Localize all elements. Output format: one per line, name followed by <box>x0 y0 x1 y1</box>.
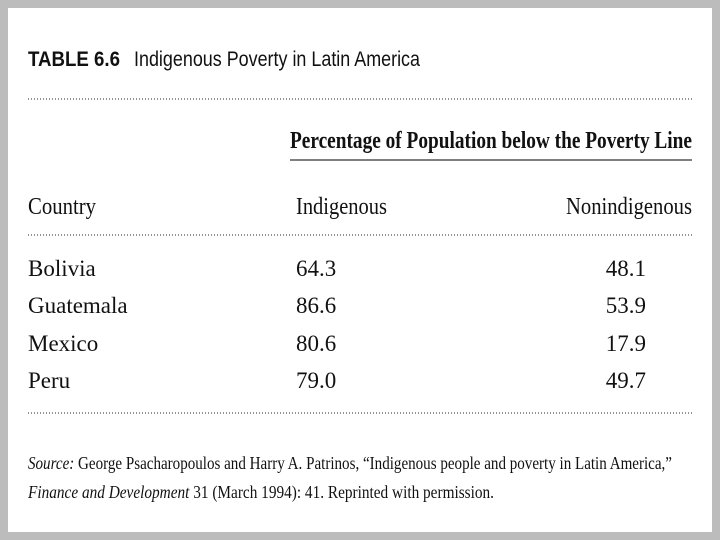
country-cell: Bolivia <box>28 256 96 281</box>
column-header: Nonindigenous <box>566 194 692 220</box>
value-cell: 49.7 <box>606 368 646 393</box>
country-cell: Guatemala <box>28 293 128 318</box>
column-header: Country <box>28 194 96 220</box>
spanner-header: Percentage of Population below the Pover… <box>290 128 692 154</box>
value-cell: 48.1 <box>606 256 646 281</box>
source-label: Source: <box>28 453 74 473</box>
column-header: Indigenous <box>296 194 387 220</box>
country-cell: Mexico <box>28 331 98 356</box>
value-cell: 86.6 <box>296 293 336 318</box>
table-body: Bolivia 64.3 48.1 Guatemala 86.6 53.9 Mexico 80… <box>28 256 646 393</box>
source-line: Source: George Psacharopoulos and Harry … <box>28 453 672 473</box>
source-line: Finance and Development 31 (March 1994):… <box>27 482 494 503</box>
source-journal: Finance and Development <box>27 482 190 502</box>
table-title: Indigenous Poverty in Latin America <box>134 48 420 71</box>
value-cell: 53.9 <box>606 293 646 318</box>
value-cell: 17.9 <box>606 331 646 356</box>
source-text: 31 (March 1994): 41. Reprinted with perm… <box>193 482 494 503</box>
value-cell: 80.6 <box>296 331 336 356</box>
value-cell: 64.3 <box>296 256 336 281</box>
country-cell: Peru <box>28 368 71 393</box>
source-text: George Psacharopoulos and Harry A. Patri… <box>78 453 672 473</box>
value-cell: 79.0 <box>296 368 336 393</box>
table-label: TABLE 6.6 <box>28 48 120 71</box>
